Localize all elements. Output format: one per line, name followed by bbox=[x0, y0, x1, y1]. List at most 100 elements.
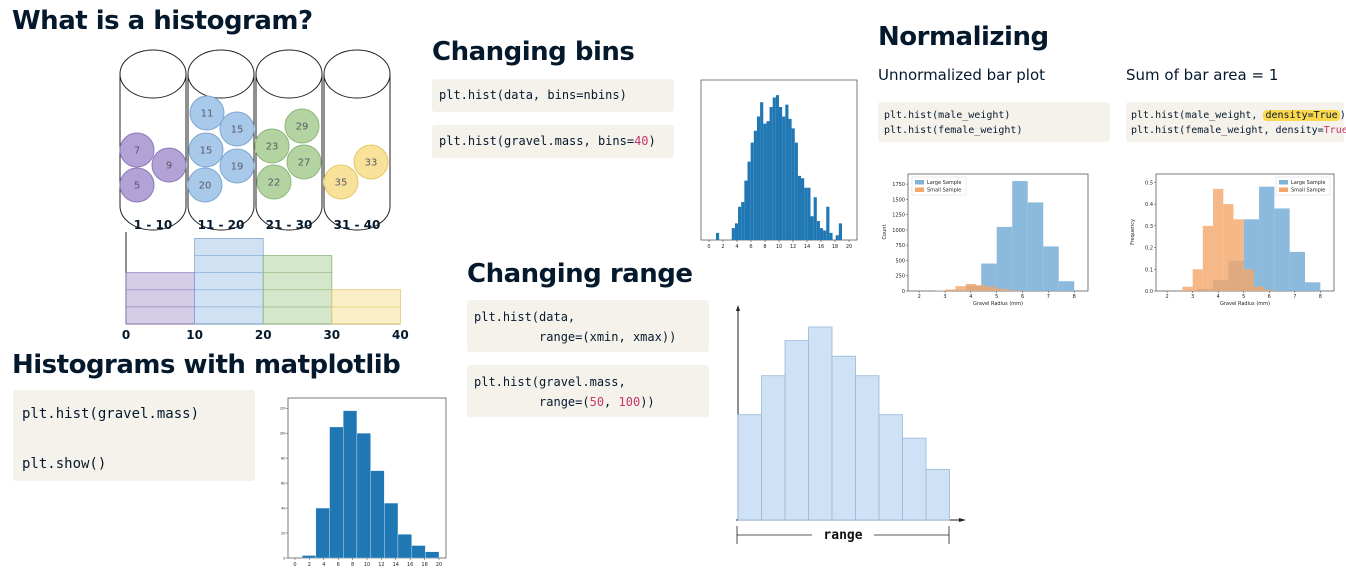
x-tick-label: 20 bbox=[436, 562, 442, 568]
bar bbox=[810, 216, 814, 240]
y-tick-label: 750 bbox=[895, 243, 905, 249]
axis-tick-label: 0 bbox=[122, 328, 130, 342]
bar bbox=[925, 468, 950, 521]
bar bbox=[965, 283, 977, 291]
bar bbox=[819, 228, 824, 240]
bar bbox=[1012, 181, 1028, 291]
y-tick-label: 0.3 bbox=[1145, 224, 1153, 230]
bar bbox=[1289, 251, 1306, 291]
ball-number: 20 bbox=[199, 181, 212, 192]
chart-normalized: 2 3 4 5 6 7 8 0.0 0.1 0.2 0.3 0.4 0.5 Large Sample Sm… bbox=[1130, 173, 1335, 307]
bar bbox=[1264, 289, 1275, 291]
colored-bar bbox=[125, 272, 195, 325]
legend-swatch bbox=[1279, 180, 1288, 185]
cylinders bbox=[119, 49, 391, 231]
code-text: )) bbox=[640, 395, 655, 409]
code-line: plt.show() bbox=[22, 456, 107, 472]
title-histograms-matplotlib: Histograms with matplotlib bbox=[12, 350, 401, 380]
x-tick-label: 2 bbox=[308, 562, 311, 568]
bar bbox=[1043, 246, 1059, 291]
y-tick-label: 60 bbox=[281, 482, 285, 486]
cylinder-top bbox=[187, 49, 255, 99]
x-ticks: 0 2 4 6 8 10 12 14 16 18 20 bbox=[707, 240, 852, 250]
bar bbox=[1027, 202, 1044, 291]
x-tick-label: 0 bbox=[707, 244, 710, 250]
bar bbox=[744, 180, 748, 240]
bar bbox=[831, 355, 856, 521]
bars bbox=[302, 410, 440, 559]
bar bbox=[996, 288, 1008, 291]
chart-range-demo: range bbox=[736, 305, 966, 544]
code-block-unnormalized: plt.hist(male_weight) plt.hist(female_we… bbox=[878, 102, 1110, 142]
illustration-axis-ticks: 0 10 20 30 40 bbox=[122, 328, 409, 342]
x-tick-label: 7 bbox=[1293, 294, 1296, 300]
legend: Large Sample Small Sample bbox=[911, 176, 967, 196]
x-tick-label: 14 bbox=[804, 244, 810, 250]
bar bbox=[1182, 286, 1193, 291]
code-number: 40 bbox=[634, 134, 649, 148]
bar bbox=[902, 437, 927, 521]
x-tick-label: 2 bbox=[1166, 294, 1169, 300]
y-tick-label: 120 bbox=[280, 407, 286, 411]
ticks: 2 3 4 5 6 7 8 0.0 0.1 0.2 0.3 0.4 0.5 bbox=[1145, 180, 1322, 300]
histogram-illustration: 7 9 5 11 15 15 19 20 29 23 27 22 33 35 1 - 10 11 - 20 2… bbox=[119, 49, 409, 342]
bar bbox=[878, 414, 903, 521]
bar bbox=[769, 107, 773, 240]
bar bbox=[763, 123, 767, 240]
title-what-is-histogram: What is a histogram? bbox=[12, 6, 313, 36]
bar bbox=[750, 142, 754, 240]
x-tick-label: 2 bbox=[721, 244, 724, 250]
y-tick-label: 0.4 bbox=[1145, 202, 1153, 208]
ball bbox=[151, 147, 187, 183]
bar bbox=[826, 206, 830, 240]
x-tick-label: 10 bbox=[776, 244, 782, 250]
bar bbox=[756, 116, 761, 240]
bar bbox=[315, 507, 330, 559]
title-changing-bins: Changing bins bbox=[432, 37, 635, 67]
ball bbox=[119, 167, 155, 203]
legend: Large Sample Small Sample bbox=[1275, 176, 1331, 196]
ball-number: 27 bbox=[298, 158, 311, 169]
x-tick-label: 10 bbox=[364, 562, 370, 568]
code-block-normalized: plt.hist(male_weight, density=True) plt.… bbox=[1126, 102, 1346, 142]
x-tick-label: 6 bbox=[1268, 294, 1271, 300]
bar bbox=[738, 206, 742, 240]
bin-labels: 1 - 10 11 - 20 21 - 30 31 - 40 bbox=[134, 218, 381, 232]
ball bbox=[189, 95, 225, 131]
code-line: plt.hist(gravel.mass) bbox=[22, 406, 200, 422]
bar bbox=[788, 118, 792, 240]
x-tick-label: 16 bbox=[818, 244, 824, 250]
ball bbox=[254, 128, 290, 164]
axis-tick-label: 10 bbox=[186, 328, 203, 342]
code-line: plt.hist(gravel.mass, bins=40) bbox=[439, 134, 667, 148]
axis-tick-label: 20 bbox=[255, 328, 272, 342]
bar bbox=[981, 263, 997, 291]
y-tick-label: 0 bbox=[902, 289, 905, 295]
label-sum-of-area: Sum of bar area = 1 bbox=[1126, 66, 1279, 84]
bar bbox=[1274, 208, 1290, 291]
code-line: plt.hist(male_weight, density=True) bbox=[1131, 108, 1346, 123]
x-axis-label: Gravel Radius (mm) bbox=[1220, 301, 1270, 307]
bar bbox=[356, 433, 371, 559]
x-tick-label: 5 bbox=[995, 294, 998, 300]
code-line: plt.hist(female_weight) bbox=[884, 125, 1023, 136]
bar bbox=[1007, 290, 1018, 291]
code-line: plt.hist(data, bbox=[474, 310, 576, 324]
x-tick-label: 8 bbox=[1073, 294, 1076, 300]
x-tick-label: 7 bbox=[1047, 294, 1050, 300]
ball-number: 19 bbox=[231, 162, 244, 173]
legend-swatch bbox=[1279, 187, 1288, 192]
bar bbox=[829, 232, 833, 240]
ball bbox=[119, 132, 155, 168]
bar bbox=[785, 104, 789, 240]
chart-unnormalized: 2 3 4 5 6 7 8 0 250 500 750 1000 1250 1500 1750 Large … bbox=[882, 173, 1089, 307]
ball bbox=[323, 164, 359, 200]
balls: 7 9 5 11 15 15 19 20 29 23 27 22 33 35 bbox=[119, 95, 389, 203]
y-tick-label: 0.2 bbox=[1145, 246, 1153, 252]
bar bbox=[779, 107, 783, 240]
bar bbox=[791, 128, 795, 240]
bar bbox=[813, 197, 817, 240]
bar bbox=[1233, 219, 1244, 291]
x-tick-label: 6 bbox=[337, 562, 340, 568]
x-tick-label: 14 bbox=[393, 562, 399, 568]
